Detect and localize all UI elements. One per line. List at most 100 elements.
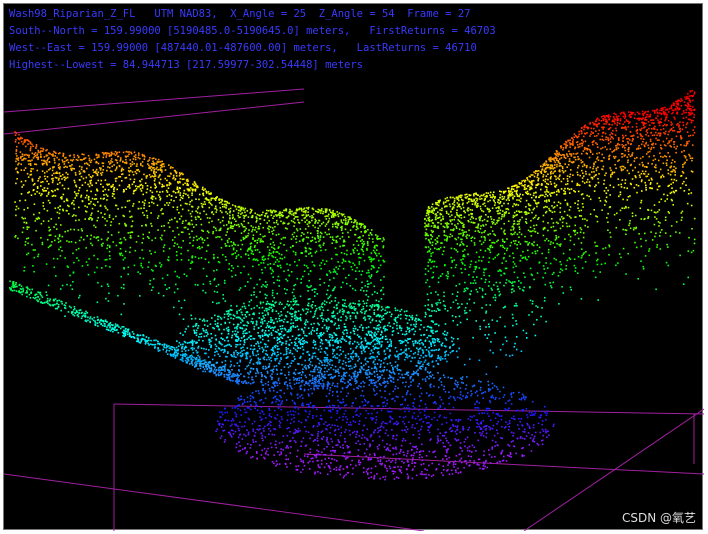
point [129, 246, 132, 249]
point [640, 143, 643, 146]
point [542, 228, 545, 231]
point [279, 216, 281, 219]
point [617, 184, 620, 186]
point [517, 220, 519, 223]
point [691, 171, 694, 173]
point [305, 249, 307, 252]
point [104, 205, 106, 208]
point [679, 135, 682, 137]
point [614, 155, 617, 158]
point [115, 215, 117, 218]
point [375, 320, 377, 322]
point [343, 219, 345, 221]
point [109, 245, 111, 247]
point [108, 183, 110, 186]
point [175, 251, 178, 253]
point [561, 167, 564, 170]
point [670, 191, 673, 194]
point [104, 179, 107, 181]
point [483, 269, 486, 271]
point [681, 216, 683, 219]
point [18, 138, 21, 141]
point [463, 210, 466, 212]
point [260, 285, 263, 288]
point [593, 127, 595, 130]
point [341, 213, 344, 216]
point [237, 244, 239, 247]
point [298, 208, 301, 211]
point [568, 176, 571, 178]
point [43, 156, 46, 158]
point [192, 239, 195, 242]
point [514, 204, 517, 206]
point [133, 189, 136, 192]
point [529, 175, 531, 178]
point [110, 185, 112, 188]
point [532, 208, 535, 211]
point [588, 173, 591, 176]
point [598, 122, 600, 125]
point [266, 294, 268, 297]
point [100, 243, 103, 246]
point [474, 203, 476, 206]
point [693, 238, 696, 241]
point [428, 220, 431, 222]
point [106, 239, 108, 241]
point [243, 215, 246, 218]
point [150, 169, 153, 172]
point [685, 109, 688, 111]
point [580, 242, 583, 244]
point [333, 268, 335, 271]
point [513, 190, 516, 192]
point [685, 111, 687, 114]
point [542, 174, 545, 176]
point [679, 121, 681, 123]
point [151, 175, 154, 177]
point [678, 107, 681, 110]
point [634, 166, 636, 169]
point [219, 221, 222, 224]
point [434, 224, 436, 227]
point [555, 154, 558, 156]
point [484, 293, 487, 295]
point [560, 165, 562, 167]
point [616, 119, 619, 122]
point [362, 300, 365, 302]
point [71, 167, 74, 170]
point [602, 247, 604, 250]
point [153, 175, 155, 178]
point [69, 228, 72, 231]
point [250, 252, 253, 255]
point [565, 147, 567, 149]
point [277, 353, 280, 356]
point [375, 252, 377, 255]
point [441, 207, 443, 210]
point [572, 229, 575, 232]
point [615, 145, 617, 147]
point [62, 161, 64, 163]
point [348, 260, 350, 263]
point [528, 175, 531, 178]
point [283, 222, 286, 225]
point [314, 251, 317, 254]
point [20, 140, 23, 143]
point [490, 341, 492, 343]
point [580, 127, 583, 129]
point [470, 290, 472, 292]
point [279, 264, 282, 267]
point [503, 247, 506, 250]
point [689, 118, 691, 121]
point [288, 274, 290, 277]
point [660, 121, 663, 124]
point [121, 254, 124, 257]
point [521, 289, 524, 291]
point [96, 161, 98, 164]
point [21, 159, 23, 161]
point [526, 241, 528, 243]
point [681, 182, 684, 185]
point [40, 147, 42, 150]
point [312, 216, 314, 219]
point [240, 222, 243, 225]
point [583, 163, 586, 166]
point [595, 245, 597, 247]
